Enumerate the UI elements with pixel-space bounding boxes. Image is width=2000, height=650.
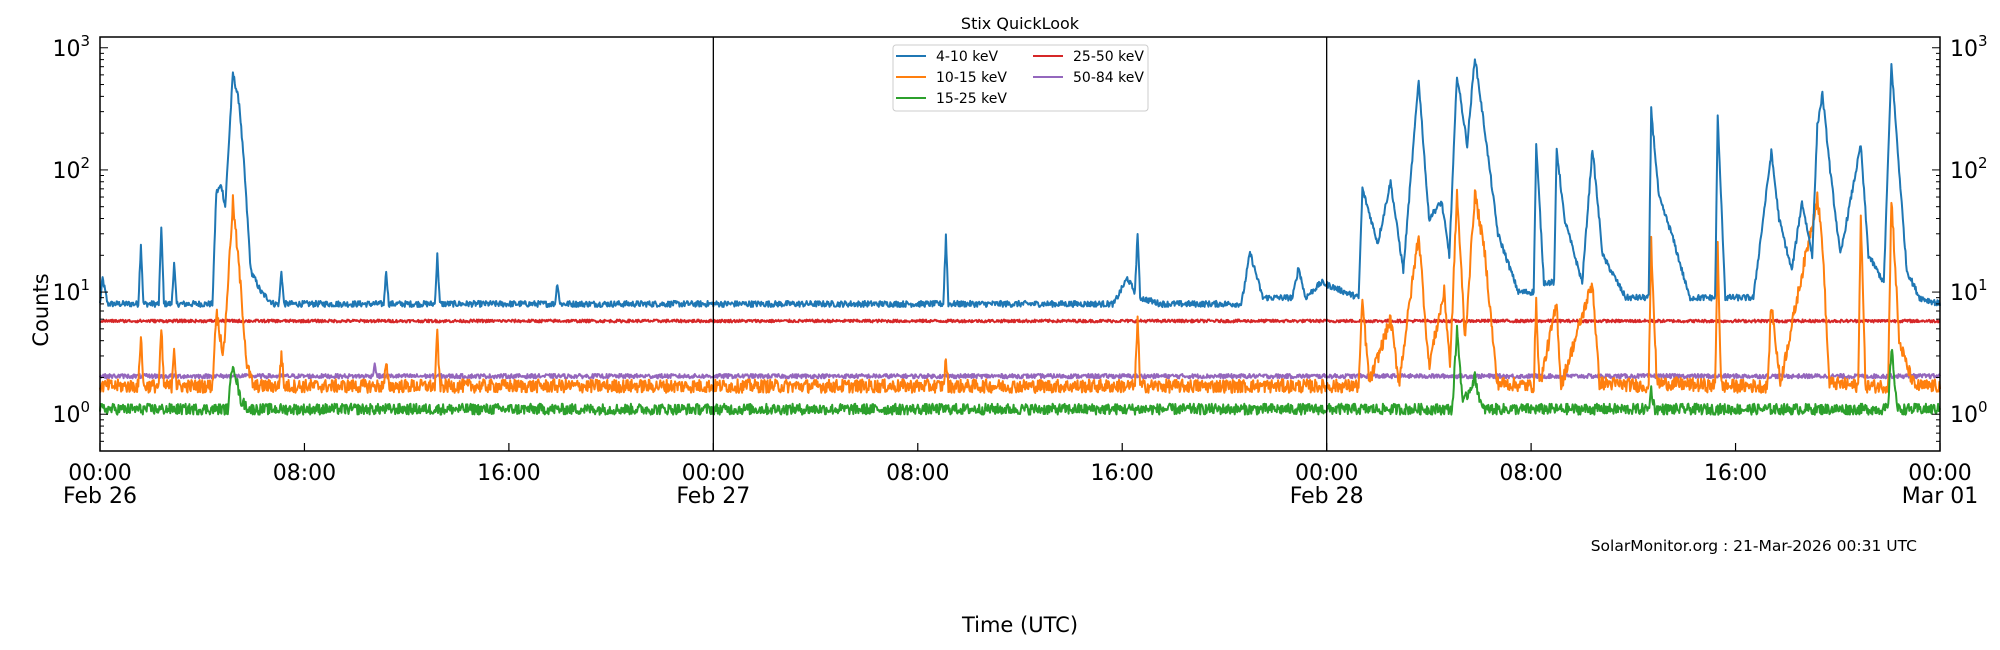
y-tick-label: 103 <box>52 32 90 62</box>
day-separators <box>712 37 1328 451</box>
y-tick-label-right: 101 <box>1950 276 1988 306</box>
x-tick-date-label: Feb 28 <box>1290 484 1364 509</box>
x-tick-label: 00:00 <box>1908 461 1971 486</box>
series-line-4-10-kev <box>99 58 1941 308</box>
series-line-25-50-kev <box>99 318 1941 324</box>
y-axis: 100 100 101 101 102 102 103 103 <box>52 32 1988 452</box>
series-line-15-25-kev <box>99 324 1941 416</box>
y-tick-label: 101 <box>52 276 90 306</box>
x-tick-label: 08:00 <box>886 461 949 486</box>
legend-label: 10-15 keV <box>936 70 1007 86</box>
y-tick-label-right: 100 <box>1950 398 1988 428</box>
x-tick-label: 16:00 <box>477 461 540 486</box>
x-tick-label: 16:00 <box>1091 461 1154 486</box>
x-tick-label: 00:00 <box>1295 461 1358 486</box>
y-tick-label: 102 <box>52 154 90 184</box>
chart-title: Stix QuickLook <box>961 14 1080 33</box>
y-axis-label: Counts <box>29 273 53 346</box>
y-tick-label-right: 102 <box>1950 154 1988 184</box>
x-tick-label: 16:00 <box>1704 461 1767 486</box>
y-tick-label: 100 <box>52 398 90 428</box>
legend-label: 4-10 keV <box>936 49 998 65</box>
series-layer <box>99 58 1941 416</box>
x-tick-label: 00:00 <box>682 461 745 486</box>
x-axis-label: Time (UTC) <box>961 613 1078 637</box>
x-tick-date-label: Feb 26 <box>63 484 137 509</box>
plot-frame <box>99 36 1941 452</box>
x-tick-date-label: Feb 27 <box>676 484 750 509</box>
x-tick-label: 08:00 <box>1499 461 1562 486</box>
x-tick-label: 00:00 <box>68 461 131 486</box>
series-line-50-84-kev <box>99 362 1941 380</box>
series-line-10-15-kev <box>99 188 1941 394</box>
watermark: SolarMonitor.org : 21-Mar-2026 00:31 UTC <box>1591 537 1917 555</box>
legend-box <box>892 44 1149 112</box>
legend-label: 50-84 keV <box>1073 70 1144 86</box>
y-tick-label-right: 103 <box>1950 32 1988 62</box>
x-tick-label: 08:00 <box>273 461 336 486</box>
legend-label: 25-50 keV <box>1073 49 1144 65</box>
legend-label: 15-25 keV <box>936 91 1007 107</box>
x-tick-date-label: Mar 01 <box>1902 484 1979 509</box>
legend: 4-10 keV 10-15 keV 15-25 keV 25-50 keV 50-84… <box>892 44 1149 112</box>
